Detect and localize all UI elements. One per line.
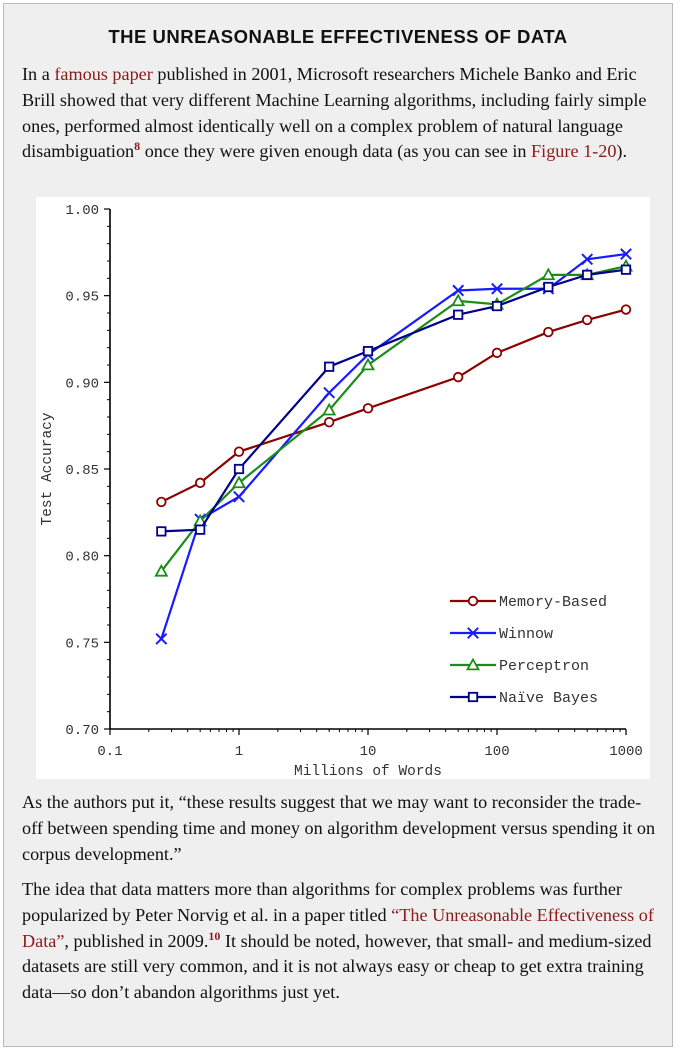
data-point-memory-based xyxy=(323,416,335,428)
y-tick-label: 0.90 xyxy=(65,376,99,392)
x-tick-label: 10 xyxy=(360,744,377,760)
text: It should be noted, however, that small-… xyxy=(22,930,652,1003)
data-point-na-ve-bayes xyxy=(156,526,167,537)
data-point-na-ve-bayes xyxy=(362,346,374,357)
x-axis-title: Millions of Words xyxy=(294,764,442,779)
data-point-perceptron xyxy=(541,267,556,281)
data-point-perceptron xyxy=(231,475,247,489)
series-line-perceptron xyxy=(160,265,627,572)
text: The idea that data matters more than alg… xyxy=(22,879,622,925)
footnote-8-link[interactable]: 8 xyxy=(134,139,141,154)
legend-marker-memory-based xyxy=(467,595,479,607)
data-point-perceptron xyxy=(322,402,337,416)
text: published in 2001, Microsoft researchers… xyxy=(22,64,647,162)
data-point-memory-based xyxy=(233,446,245,457)
data-point-winnow xyxy=(452,284,465,297)
y-tick-label: 0.85 xyxy=(65,463,99,479)
data-point-na-ve-bayes xyxy=(453,309,464,320)
data-point-na-ve-bayes xyxy=(195,524,206,535)
data-point-na-ve-bayes xyxy=(324,361,335,372)
legend-label-na-ve-bayes: Naïve Bayes xyxy=(499,690,598,707)
data-point-winnow xyxy=(491,282,503,295)
data-point-memory-based xyxy=(452,371,464,383)
data-point-memory-based xyxy=(620,304,632,315)
data-point-memory-based xyxy=(194,477,206,489)
legend-marker-perceptron xyxy=(465,657,481,671)
data-point-perceptron xyxy=(451,293,466,307)
data-point-memory-based xyxy=(491,347,503,359)
data-point-winnow xyxy=(233,490,245,503)
legend-label-perceptron: Perceptron xyxy=(499,658,589,675)
paragraph-intro: In a famous paper published in 2001, Mic… xyxy=(22,62,662,165)
x-tick-label: 1 xyxy=(235,744,243,760)
y-tick-label: 0.70 xyxy=(65,723,99,739)
data-point-na-ve-bayes xyxy=(582,269,593,280)
figure-1-20: 0.70 0.75 0.80 0.85 0.90 0.95 1.00 0.1 1 10 100 100… xyxy=(36,197,650,779)
legend-marker-winnow xyxy=(467,627,479,639)
text: In a xyxy=(22,64,55,84)
data-point-memory-based xyxy=(581,314,593,326)
data-point-winnow xyxy=(620,248,632,260)
sidebar-title: THE UNREASONABLE EFFECTIVENESS OF DATA xyxy=(108,26,568,47)
data-point-memory-based xyxy=(543,326,554,338)
data-point-na-ve-bayes xyxy=(543,281,554,293)
data-point-winnow xyxy=(323,386,336,399)
series-line-na-ve-bayes xyxy=(161,268,627,533)
y-tick-label: 0.75 xyxy=(65,636,99,652)
series-line-memory-based xyxy=(160,308,627,503)
data-point-perceptron xyxy=(154,563,169,577)
legend-label-winnow: Winnow xyxy=(499,626,553,643)
figure-1-20-link[interactable]: Figure 1-20 xyxy=(531,141,617,162)
data-point-winnow xyxy=(581,253,594,266)
data-point-na-ve-bayes xyxy=(491,300,503,312)
data-point-perceptron xyxy=(360,357,376,371)
legend-label-memory-based: Memory-Based xyxy=(499,594,607,611)
famous-paper-link[interactable]: famous paper xyxy=(54,64,153,84)
paragraph-quote: As the authors put it, “these results su… xyxy=(22,792,656,864)
x-tick-label: 0.1 xyxy=(97,744,122,760)
x-tick-label: 1000 xyxy=(609,744,643,760)
text: once they were given enough data (as you… xyxy=(140,141,532,162)
text: ). xyxy=(616,141,628,162)
x-tick-label: 100 xyxy=(484,744,509,760)
data-point-winnow xyxy=(155,632,168,645)
text: , published in 2009. xyxy=(64,930,209,951)
legend-marker-na-ve-bayes xyxy=(467,691,479,703)
unreasonable-effectiveness-link[interactable]: “The Unreasonable Effectiveness of Data” xyxy=(22,904,654,951)
data-point-memory-based xyxy=(156,496,167,508)
accuracy-chart: 0.70 0.75 0.80 0.85 0.90 0.95 1.00 0.1 1 10 100 100… xyxy=(40,203,643,779)
y-tick-label: 0.80 xyxy=(65,550,99,566)
sidebar-box: THE UNREASONABLE EFFECTIVENESS OF DATA I… xyxy=(3,3,673,1047)
y-axis-title: Test Accuracy xyxy=(40,412,56,525)
footnote-10-link[interactable]: 10 xyxy=(208,928,221,943)
paragraph-norvig: The idea that data matters more than alg… xyxy=(22,877,662,1006)
data-point-memory-based xyxy=(362,403,374,414)
series-line-winnow xyxy=(160,252,627,640)
data-point-na-ve-bayes xyxy=(233,463,245,475)
y-tick-label: 0.95 xyxy=(65,290,99,306)
data-point-na-ve-bayes xyxy=(620,264,632,275)
y-tick-label: 1.00 xyxy=(65,203,99,219)
